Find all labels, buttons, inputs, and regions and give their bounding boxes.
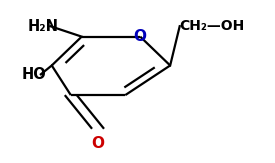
Text: O: O: [134, 29, 147, 44]
Text: H₂N: H₂N: [27, 19, 58, 34]
Text: HO: HO: [22, 67, 46, 82]
Text: O: O: [92, 136, 104, 151]
Text: CH₂—OH: CH₂—OH: [180, 19, 245, 33]
